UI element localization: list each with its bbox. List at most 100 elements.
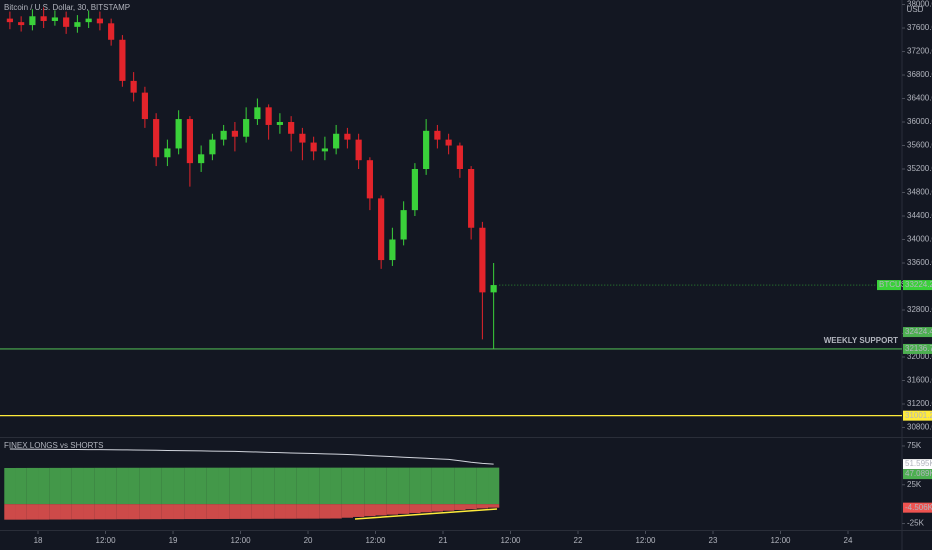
indicator-bar xyxy=(251,504,264,519)
indicator-bar xyxy=(4,504,16,520)
candle-body xyxy=(209,139,216,155)
price-tag-label: -4.506K xyxy=(905,503,932,512)
indicator-bar xyxy=(330,504,342,519)
x-tick-label: 20 xyxy=(304,536,313,545)
y-tick-label: 32800.00 xyxy=(907,305,932,314)
indicator-bar xyxy=(398,504,410,514)
y-tick-label: 36800.00 xyxy=(907,70,932,79)
price-tag-label: 32136.70 xyxy=(905,344,932,353)
indicator-bar xyxy=(319,504,331,519)
indicator-bar xyxy=(184,467,196,505)
candle-body xyxy=(344,133,351,140)
indicator-bar xyxy=(71,467,84,505)
candle-body xyxy=(119,39,126,81)
indicator-bar xyxy=(60,467,72,505)
candle-body xyxy=(288,122,295,134)
x-tick-label: 12:00 xyxy=(635,536,656,545)
indicator-bar xyxy=(364,467,376,505)
indicator-bar xyxy=(161,504,174,520)
indicator-bar xyxy=(443,504,455,511)
indicator-bar xyxy=(49,467,61,505)
symbol-box xyxy=(877,280,901,291)
y-tick-label: -25K xyxy=(907,519,925,528)
x-tick-label: 12:00 xyxy=(231,536,252,545)
indicator-bar xyxy=(26,504,39,520)
y-tick-label: 31600.00 xyxy=(907,376,932,385)
indicator-bar xyxy=(364,504,376,517)
x-tick-label: 24 xyxy=(844,536,853,545)
indicator-bar xyxy=(308,467,320,505)
indicator-bar xyxy=(139,504,151,520)
candle-body xyxy=(6,18,13,23)
indicator-bar xyxy=(443,467,455,505)
y-tick-label: 34000.00 xyxy=(907,235,932,244)
indicator-bar xyxy=(229,504,241,519)
candle-body xyxy=(220,130,227,140)
y-tick-label: 32000.00 xyxy=(907,352,932,361)
y-tick-label: 35600.00 xyxy=(907,141,932,150)
candle-body xyxy=(265,107,272,125)
indicator-bar xyxy=(105,467,117,505)
indicator-bar xyxy=(263,504,275,519)
indicator-bar xyxy=(94,504,106,520)
indicator-bar xyxy=(173,467,185,505)
indicator-bar xyxy=(330,467,342,505)
x-tick-label: 22 xyxy=(574,536,583,545)
indicator-bar xyxy=(285,504,297,519)
candle-body xyxy=(456,145,463,170)
price-tag-box xyxy=(903,280,932,291)
indicator-bar xyxy=(15,504,27,520)
indicator-bar xyxy=(128,504,140,520)
indicator-bar xyxy=(83,504,95,520)
indicator-bar xyxy=(454,467,466,505)
candle-body xyxy=(29,16,36,26)
indicator-bar xyxy=(71,504,84,520)
indicator-bar xyxy=(465,504,477,510)
indicator-bar xyxy=(386,467,399,505)
candle-body xyxy=(231,130,238,137)
y-tick-label: 34400.00 xyxy=(907,211,932,220)
candle-body xyxy=(310,142,317,152)
indicator-bar xyxy=(274,467,286,505)
candle-body xyxy=(141,92,148,120)
y-tick-label: 38000.00 xyxy=(907,0,932,9)
candle-body xyxy=(96,18,103,24)
indicator-bar xyxy=(240,467,252,505)
candle-body xyxy=(186,119,193,164)
candle-body xyxy=(108,23,115,40)
indicator-bar xyxy=(353,467,365,505)
candle-body xyxy=(400,210,407,240)
indicator-title: FINEX LONGS vs SHORTS xyxy=(4,441,103,450)
indicator-bar xyxy=(308,504,320,519)
indicator-bar xyxy=(319,467,331,505)
x-tick-label: 12:00 xyxy=(500,536,521,545)
y-tick-label: 37600.00 xyxy=(907,23,932,32)
indicator-bar xyxy=(116,504,129,520)
indicator-bar xyxy=(206,467,219,505)
y-tick-label: 75K xyxy=(907,441,922,450)
indicator-bar xyxy=(465,467,477,505)
indicator-bar xyxy=(251,467,264,505)
candle-body xyxy=(333,133,340,149)
candle-body xyxy=(299,133,306,143)
indicator-bar xyxy=(229,467,241,505)
indicator-bar xyxy=(184,504,196,520)
indicator-bar xyxy=(375,504,387,516)
y-tick-label: 36400.00 xyxy=(907,94,932,103)
indicator-bar xyxy=(139,467,151,505)
price-tag-label: 33224.28 xyxy=(905,280,932,289)
indicator-bar xyxy=(476,504,489,509)
price-tag-label: 32424.48 xyxy=(905,327,932,336)
indicator-bar xyxy=(398,467,410,505)
candle-body xyxy=(434,130,441,140)
indicator-bar xyxy=(15,467,27,505)
indicator-bar xyxy=(195,504,207,520)
indicator-bar xyxy=(296,504,309,519)
indicator-bar xyxy=(285,467,297,505)
price-tag-box xyxy=(903,327,932,338)
candle-body xyxy=(423,130,430,170)
price-tag-box xyxy=(903,343,932,354)
indicator-bar xyxy=(218,467,230,505)
